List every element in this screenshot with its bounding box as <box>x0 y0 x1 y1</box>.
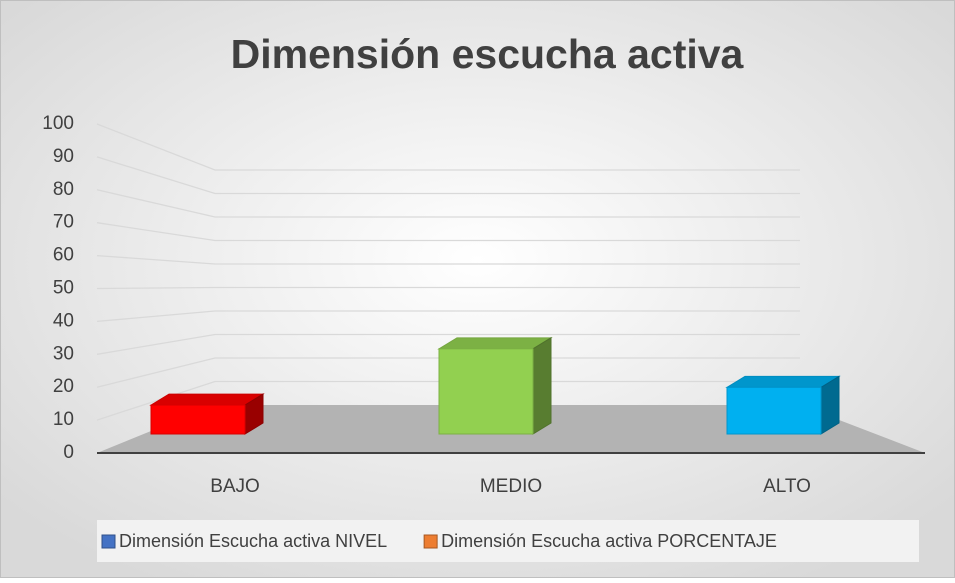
y-tick-label: 50 <box>53 278 74 299</box>
bar <box>438 348 534 435</box>
bar <box>726 386 822 435</box>
legend-label: Dimensión Escucha activa NIVEL <box>119 531 387 551</box>
grid-line <box>96 189 800 218</box>
y-tick-label: 60 <box>53 245 74 266</box>
x-tick-label: MEDIO <box>480 476 542 497</box>
bar-top <box>149 393 265 406</box>
grid-line <box>96 286 800 290</box>
grid-line <box>96 310 800 323</box>
grid-line <box>96 156 800 195</box>
grid-line <box>96 123 800 171</box>
grid-line <box>96 333 800 355</box>
bar-top <box>437 337 553 350</box>
grid-line <box>96 357 800 388</box>
y-tick-label: 0 <box>63 442 74 463</box>
bar-side <box>532 336 552 435</box>
grid-line <box>96 380 800 421</box>
y-tick-label: 30 <box>53 343 74 364</box>
legend-box <box>97 520 919 562</box>
y-tick-label: 90 <box>53 146 74 167</box>
y-tick-label: 40 <box>53 310 74 331</box>
chart-title: Dimensión escucha activa <box>231 31 745 77</box>
y-tick-label: 20 <box>53 376 74 397</box>
grid-line <box>96 254 800 265</box>
legend-label: Dimensión Escucha activa PORCENTAJE <box>441 531 777 551</box>
x-tick-label: ALTO <box>763 476 811 497</box>
bar-top <box>725 375 841 388</box>
grid-line <box>96 222 800 242</box>
legend-swatch <box>423 534 438 549</box>
y-tick-label: 10 <box>53 409 74 430</box>
y-tick-label: 80 <box>53 179 74 200</box>
bar <box>150 404 246 435</box>
legend-swatch <box>101 534 116 549</box>
y-tick-label: 70 <box>53 212 74 233</box>
y-tick-label: 100 <box>42 113 74 134</box>
x-tick-label: BAJO <box>210 476 260 497</box>
